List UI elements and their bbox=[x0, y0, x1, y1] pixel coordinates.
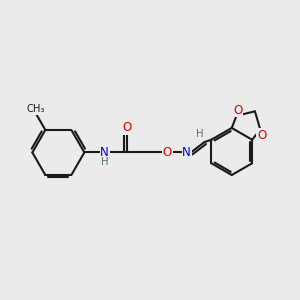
Text: O: O bbox=[163, 146, 172, 159]
Text: H: H bbox=[196, 129, 204, 139]
Text: CH₃: CH₃ bbox=[26, 104, 45, 115]
Text: O: O bbox=[122, 122, 132, 134]
Text: O: O bbox=[233, 104, 242, 117]
Text: N: N bbox=[182, 146, 191, 159]
Text: O: O bbox=[257, 128, 266, 142]
Text: H: H bbox=[101, 157, 108, 167]
Text: N: N bbox=[100, 146, 109, 159]
